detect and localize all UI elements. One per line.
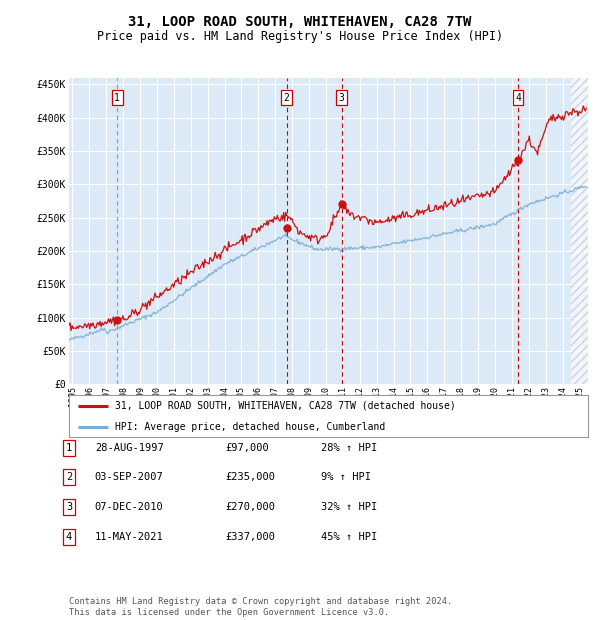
Text: 28% ↑ HPI: 28% ↑ HPI <box>321 443 377 453</box>
Text: HPI: Average price, detached house, Cumberland: HPI: Average price, detached house, Cumb… <box>115 422 385 432</box>
Text: 03-SEP-2007: 03-SEP-2007 <box>95 472 164 482</box>
Text: £235,000: £235,000 <box>225 472 275 482</box>
Text: 28-AUG-1997: 28-AUG-1997 <box>95 443 164 453</box>
Text: 32% ↑ HPI: 32% ↑ HPI <box>321 502 377 512</box>
Text: £270,000: £270,000 <box>225 502 275 512</box>
Text: 2: 2 <box>66 472 72 482</box>
Text: 3: 3 <box>338 92 344 102</box>
Text: 2: 2 <box>284 92 290 102</box>
Text: 3: 3 <box>66 502 72 512</box>
Text: Contains HM Land Registry data © Crown copyright and database right 2024.
This d: Contains HM Land Registry data © Crown c… <box>69 598 452 617</box>
Text: Price paid vs. HM Land Registry's House Price Index (HPI): Price paid vs. HM Land Registry's House … <box>97 30 503 43</box>
Text: 4: 4 <box>66 532 72 542</box>
Text: 45% ↑ HPI: 45% ↑ HPI <box>321 532 377 542</box>
Text: 1: 1 <box>114 92 120 102</box>
Text: 11-MAY-2021: 11-MAY-2021 <box>95 532 164 542</box>
Text: 31, LOOP ROAD SOUTH, WHITEHAVEN, CA28 7TW: 31, LOOP ROAD SOUTH, WHITEHAVEN, CA28 7T… <box>128 16 472 30</box>
Text: 1: 1 <box>66 443 72 453</box>
Text: £97,000: £97,000 <box>225 443 269 453</box>
Text: 31, LOOP ROAD SOUTH, WHITEHAVEN, CA28 7TW (detached house): 31, LOOP ROAD SOUTH, WHITEHAVEN, CA28 7T… <box>115 401 455 411</box>
Text: 9% ↑ HPI: 9% ↑ HPI <box>321 472 371 482</box>
Text: 07-DEC-2010: 07-DEC-2010 <box>95 502 164 512</box>
Text: £337,000: £337,000 <box>225 532 275 542</box>
Text: 4: 4 <box>515 92 521 102</box>
